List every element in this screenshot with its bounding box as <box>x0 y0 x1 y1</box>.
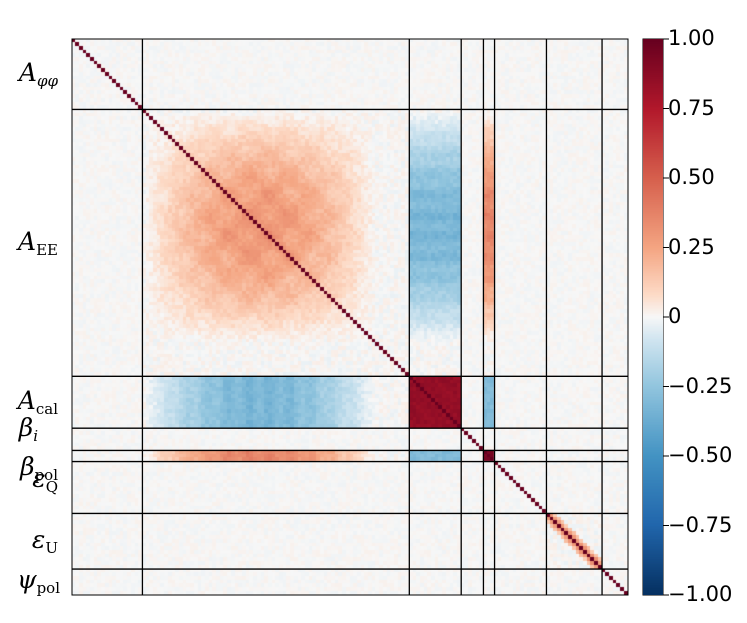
row-label-epsilon-u: εU <box>32 527 58 556</box>
row-label-subscript: Q <box>45 477 58 496</box>
colorbar-tick-label-6: −0.50 <box>668 443 733 467</box>
colorbar-tick-label-4: 0 <box>668 304 682 328</box>
row-label-base: β <box>20 452 35 481</box>
colorbar-tick-label-8: −1.00 <box>668 582 733 606</box>
row-label-subscript: U <box>45 539 58 558</box>
row-label-a-cal: Acal <box>18 388 58 417</box>
row-label-base: A <box>17 386 36 416</box>
row-label-subscript: EE <box>36 240 58 259</box>
row-label-base: ψ <box>16 565 37 595</box>
row-label-base: A <box>18 58 37 88</box>
row-label-subscript: pol <box>36 579 60 598</box>
correlation-heatmap <box>72 39 628 595</box>
row-label-base: β <box>18 413 34 443</box>
row-label-base: A <box>18 226 37 256</box>
colorbar-tick-label-2: 0.50 <box>668 165 715 189</box>
colorbar-tick-label-7: −0.75 <box>668 512 733 537</box>
row-label-epsilon-q: εQ <box>32 466 58 495</box>
row-label-beta-i: βi <box>19 415 38 444</box>
row-label-base: ε <box>32 463 46 493</box>
colorbar <box>643 39 663 595</box>
row-label-subscript: φφ <box>36 72 58 91</box>
row-label-a-phiphi: Aφφ <box>19 60 58 89</box>
row-label-beta-pol: βpol <box>20 454 58 483</box>
row-label-subscript: i <box>33 427 38 446</box>
colorbar-tick-label-0: 1.00 <box>668 26 715 50</box>
colorbar-tick-label-5: −0.25 <box>668 373 733 398</box>
heatmap-frame <box>71 38 629 596</box>
row-label-base: ε <box>31 525 46 555</box>
row-label-subscript: pol <box>34 466 58 484</box>
row-label-psi-pol: ψpol <box>17 567 60 596</box>
colorbar-tick-label-3: 0.25 <box>668 234 715 259</box>
row-label-subscript: cal <box>35 400 58 419</box>
row-label-a-ee: AEE <box>18 229 58 258</box>
colorbar-tick-label-1: 0.75 <box>668 95 715 120</box>
